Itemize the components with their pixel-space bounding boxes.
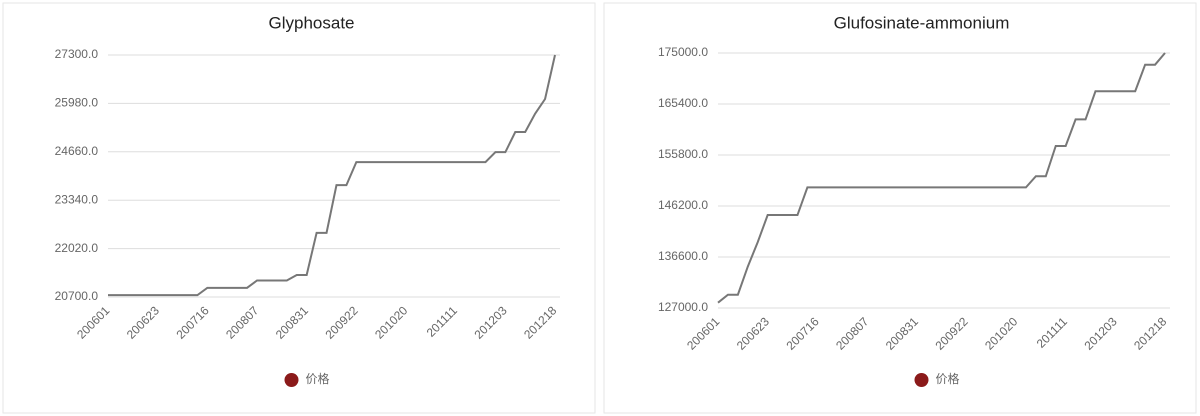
panel-left: [2, 2, 596, 414]
panel-right: [603, 2, 1197, 414]
legend-marker: [284, 373, 299, 387]
y-tick-label: 22020.0: [55, 241, 99, 255]
legend-label: 价格: [306, 371, 330, 386]
y-tick-label: 27300.0: [55, 47, 99, 61]
legend-marker: [914, 373, 929, 387]
chart-title: Glufosinate-ammonium: [834, 13, 1010, 32]
price-line: [717, 52, 1166, 304]
y-tick-label: 165400.0: [658, 96, 708, 110]
y-tick-label: 175000.0: [658, 45, 708, 59]
y-tick-label: 23340.0: [55, 192, 99, 206]
y-tick-label: 146200.0: [658, 198, 708, 212]
y-tick-label: 20700.0: [55, 289, 99, 303]
legend-label: 价格: [936, 371, 960, 386]
y-tick-label: 24660.0: [55, 144, 99, 158]
y-tick-label: 136600.0: [658, 249, 708, 263]
price-line: [108, 54, 556, 297]
y-tick-label: 155800.0: [658, 147, 708, 161]
y-tick-label: 25980.0: [55, 96, 99, 110]
chart-title: Glyphosate: [269, 13, 355, 32]
y-tick-label: 127000.0: [658, 300, 708, 314]
